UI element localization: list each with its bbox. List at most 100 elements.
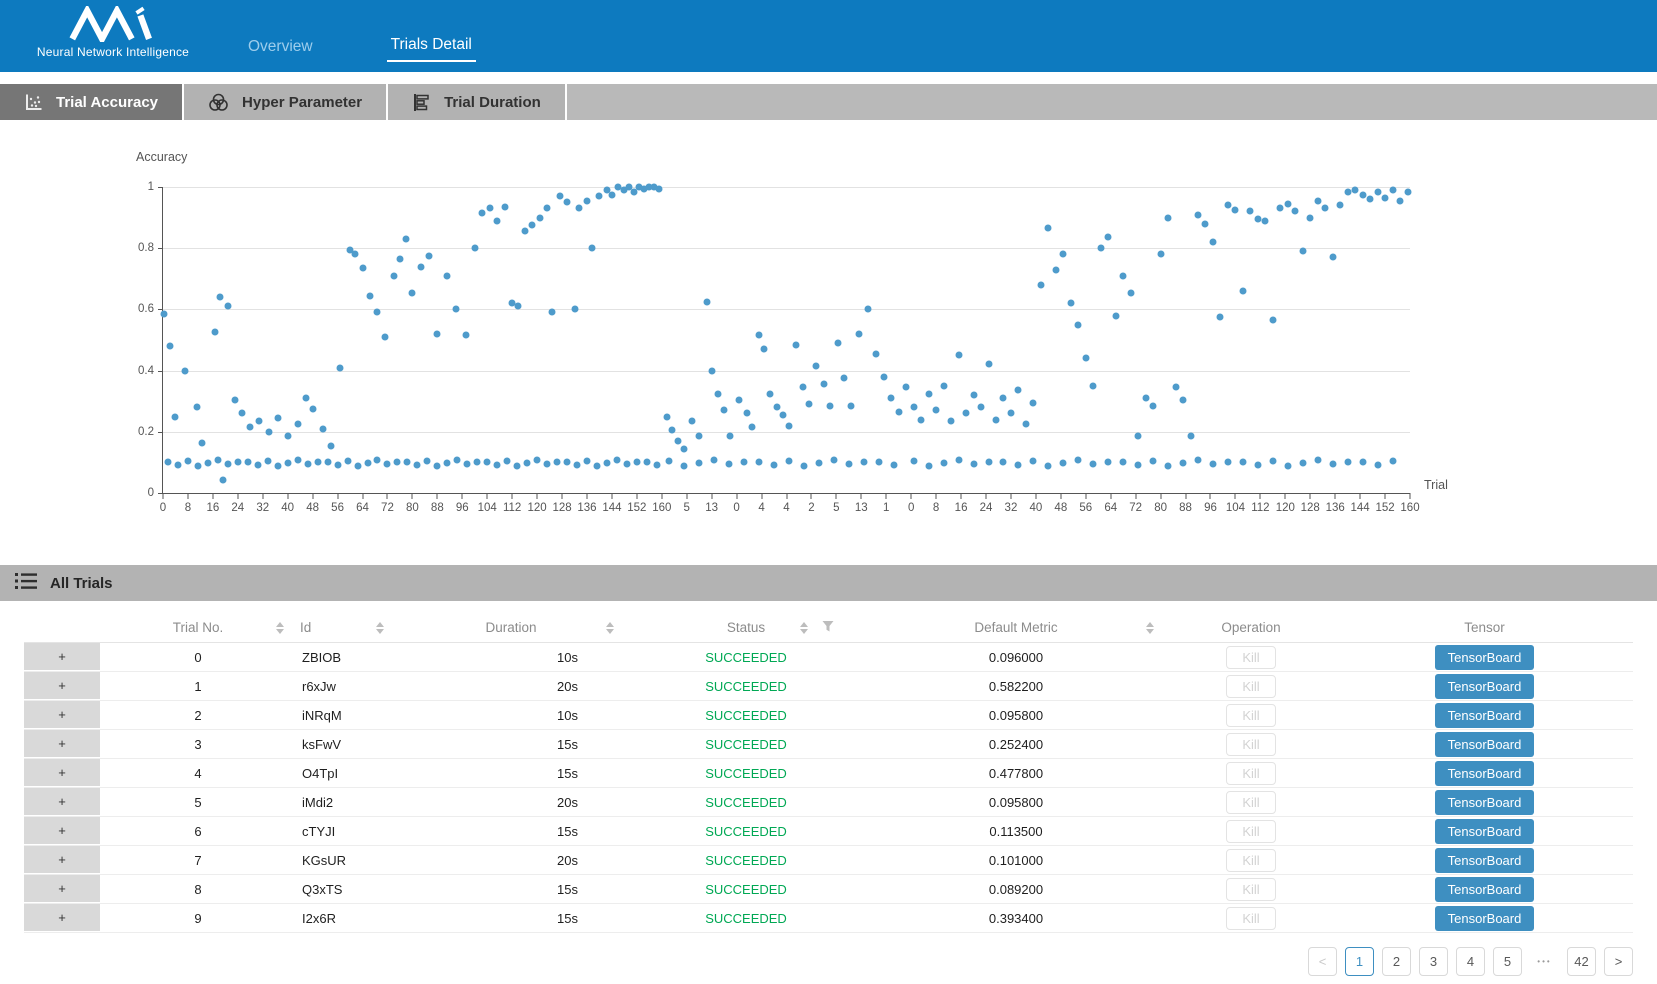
tensorboard-button[interactable]: TensorBoard [1435, 819, 1535, 844]
tensorboard-button[interactable]: TensorBoard [1435, 674, 1535, 699]
all-trials-header-bar: All Trials [0, 565, 1657, 601]
pagination-prev-icon[interactable]: < [1308, 947, 1337, 976]
scatter-point [328, 442, 335, 449]
tensorboard-button[interactable]: TensorBoard [1435, 645, 1535, 670]
x-tick-label: 24 [980, 502, 993, 514]
scatter-point [471, 245, 478, 252]
nav-tab-overview[interactable]: Overview [244, 38, 317, 62]
kill-button[interactable]: Kill [1226, 907, 1275, 930]
scatter-point [232, 396, 239, 403]
sort-status[interactable] [800, 622, 808, 634]
nni-logo[interactable]: Neural Network Intelligence [28, 0, 198, 72]
row-expander[interactable]: + [24, 730, 100, 757]
sort-default-metric[interactable] [1146, 622, 1154, 634]
operation-cell: Kill [1166, 849, 1336, 872]
scatter-point [714, 390, 721, 397]
cell-status: SUCCEEDED [626, 795, 866, 810]
kill-button[interactable]: Kill [1226, 675, 1275, 698]
sort-duration[interactable] [606, 622, 614, 634]
scatter-point [1284, 463, 1291, 470]
x-tick-label: 104 [478, 502, 497, 514]
row-expander[interactable]: + [24, 817, 100, 844]
y-tick-mark [158, 371, 163, 372]
row-expander[interactable]: + [24, 759, 100, 786]
pagination-page-5[interactable]: 5 [1493, 947, 1522, 976]
kill-button[interactable]: Kill [1226, 646, 1275, 669]
pagination-page-2[interactable]: 2 [1382, 947, 1411, 976]
sort-trial-no[interactable] [276, 622, 284, 634]
x-tick-label: 80 [406, 502, 419, 514]
scatter-point [970, 461, 977, 468]
cell-default-metric: 0.096000 [866, 650, 1166, 665]
cell-default-metric: 0.582200 [866, 679, 1166, 694]
scatter-point [1060, 251, 1067, 258]
pagination-page-3[interactable]: 3 [1419, 947, 1448, 976]
scatter-point [504, 458, 511, 465]
scatter-point [940, 460, 947, 467]
tab-trial-duration[interactable]: Trial Duration [388, 84, 567, 120]
x-tick-label: 16 [206, 502, 219, 514]
filter-status-icon[interactable] [822, 620, 834, 635]
tensorboard-button[interactable]: TensorBoard [1435, 848, 1535, 873]
tab-hyper-parameter[interactable]: Hyper Parameter [184, 84, 388, 120]
cell-trial-no: 1 [100, 679, 296, 694]
scatter-point [167, 343, 174, 350]
scatter-point [219, 477, 226, 484]
header-tensor: Tensor [1336, 620, 1633, 635]
scatter-point [845, 461, 852, 468]
kill-button[interactable]: Kill [1226, 733, 1275, 756]
scatter-point [799, 384, 806, 391]
scatter-point [486, 205, 493, 212]
operation-cell: Kill [1166, 762, 1336, 785]
cell-status: SUCCEEDED [626, 737, 866, 752]
scatter-point [1262, 217, 1269, 224]
kill-button[interactable]: Kill [1226, 762, 1275, 785]
tensorboard-button[interactable]: TensorBoard [1435, 790, 1535, 815]
cell-default-metric: 0.252400 [866, 737, 1166, 752]
pagination-page-4[interactable]: 4 [1456, 947, 1485, 976]
x-tick-label: 72 [381, 502, 394, 514]
x-tick-mark [412, 493, 413, 499]
row-expander[interactable]: + [24, 672, 100, 699]
tensorboard-button[interactable]: TensorBoard [1435, 703, 1535, 728]
tensorboard-button[interactable]: TensorBoard [1435, 906, 1535, 931]
kill-button[interactable]: Kill [1226, 791, 1275, 814]
row-expander[interactable]: + [24, 701, 100, 728]
scatter-point [813, 363, 820, 370]
y-tick-mark [158, 248, 163, 249]
row-expander[interactable]: + [24, 643, 100, 670]
cell-id: iNRqM [296, 708, 396, 723]
scatter-point [184, 458, 191, 465]
cell-default-metric: 0.095800 [866, 708, 1166, 723]
row-expander[interactable]: + [24, 788, 100, 815]
scatter-point [955, 352, 962, 359]
x-tick-mark [586, 493, 587, 499]
tab-trial-accuracy[interactable]: Trial Accuracy [0, 84, 184, 120]
scatter-point [756, 332, 763, 339]
pagination-next-icon[interactable]: > [1604, 947, 1633, 976]
scatter-point [603, 460, 610, 467]
scatter-point [1075, 456, 1082, 463]
header-id: Id [296, 620, 396, 635]
cell-duration: 20s [396, 795, 626, 810]
pagination-page-42[interactable]: 42 [1567, 947, 1596, 976]
tensorboard-button[interactable]: TensorBoard [1435, 877, 1535, 902]
x-tick-label: 4 [783, 502, 789, 514]
nav-tab-trials-detail[interactable]: Trials Detail [387, 36, 476, 62]
pagination-page-1[interactable]: 1 [1345, 947, 1374, 976]
x-tick-mark [462, 493, 463, 499]
row-expander[interactable]: + [24, 846, 100, 873]
sort-id[interactable] [376, 622, 384, 634]
row-expander[interactable]: + [24, 875, 100, 902]
kill-button[interactable]: Kill [1226, 849, 1275, 872]
tensorboard-button[interactable]: TensorBoard [1435, 761, 1535, 786]
kill-button[interactable]: Kill [1226, 704, 1275, 727]
kill-button[interactable]: Kill [1226, 878, 1275, 901]
row-expander[interactable]: + [24, 904, 100, 931]
tensorboard-button[interactable]: TensorBoard [1435, 732, 1535, 757]
kill-button[interactable]: Kill [1226, 820, 1275, 843]
scatter-point [773, 404, 780, 411]
scatter-point [743, 410, 750, 417]
scatter-point [696, 433, 703, 440]
scatter-point [1359, 191, 1366, 198]
